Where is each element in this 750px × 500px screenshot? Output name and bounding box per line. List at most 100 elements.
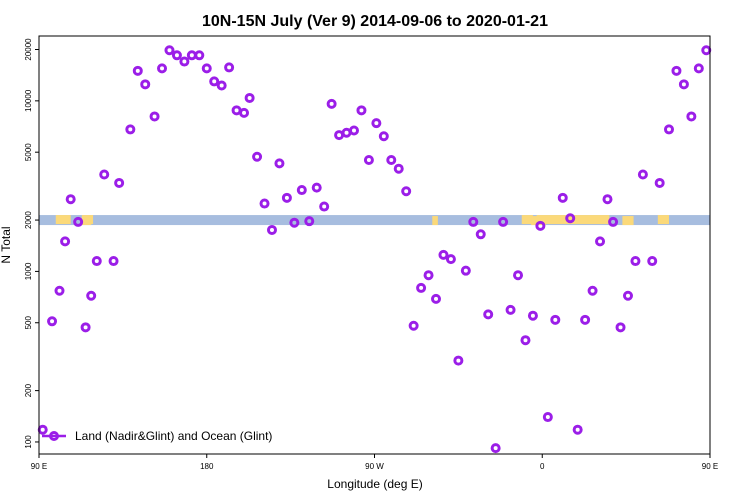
y-tick-label: 20000 [24,38,33,61]
data-point [408,320,419,331]
data-point [304,216,315,227]
data-point [179,56,190,67]
y-tick-label: 10000 [24,89,33,112]
data-point [445,254,456,265]
data-point [274,158,285,169]
data-point [647,256,658,267]
data-point [490,443,501,454]
x-tick-label: 90 E [702,462,718,471]
y-tick-label: 1000 [24,262,33,280]
land-patch [55,215,71,225]
data-point [216,80,227,91]
chart-title: 10N-15N July (Ver 9) 2014-09-06 to 2020-… [202,13,548,30]
data-point [527,310,538,321]
ocean-band [39,215,710,226]
data-point [693,63,704,74]
data-point [73,216,84,227]
data-point [231,105,242,116]
data-point [334,130,345,141]
data-point [341,127,352,138]
data-point [701,45,712,56]
x-tick-label: 0 [540,462,545,471]
land-patch [657,215,669,225]
data-point [663,124,674,135]
y-tick-label: 5000 [24,143,33,161]
data-point [348,125,359,136]
data-point [194,50,205,61]
data-point [615,322,626,333]
data-point [171,50,182,61]
data-point [201,63,212,74]
land-patch [81,215,94,225]
data-point [580,314,591,325]
data-point [654,177,665,188]
data-point [401,186,412,197]
data-point [608,216,619,227]
data-point [453,355,464,366]
data-point [468,216,479,227]
data-point [99,169,110,180]
data-point [378,131,389,142]
data-point [108,256,119,267]
y-tick-label: 2000 [24,211,33,229]
data-point [266,224,277,235]
data-point [520,335,531,346]
data-point [319,201,330,212]
data-point [622,290,633,301]
data-point [47,316,58,327]
data-point [505,304,516,315]
data-point [140,79,151,90]
data-point [149,111,160,122]
data-point [91,256,102,267]
data-point [311,182,322,193]
data-point [572,424,583,435]
data-point [460,265,471,276]
data-point [678,79,689,90]
data-point [37,424,48,435]
land-patch [622,216,634,226]
data-point [630,256,641,267]
data-point [224,62,235,73]
data-point [125,124,136,135]
data-point [186,50,197,61]
data-point [595,236,606,247]
data-point [393,163,404,174]
data-point [431,293,442,304]
data-point [65,194,76,205]
data-point [157,63,168,74]
legend-label: Land (Nadir&Glint) and Ocean (Glint) [75,429,272,443]
data-point [356,105,367,116]
data-point [423,270,434,281]
x-tick-label: 90 E [31,462,47,471]
y-axis: 100 200 500 1000 2000 5000 10000 20000 [24,38,39,449]
data-point [132,65,143,76]
y-tick-label: 200 [24,383,33,397]
data-point [513,270,524,281]
data-point [498,216,509,227]
data-point [252,151,263,162]
x-axis-label: Longitude (deg E) [327,477,422,491]
data-point [80,322,91,333]
data-point [565,213,576,224]
data-point [637,169,648,180]
data-point [114,177,125,188]
data-point [326,98,337,109]
data-point [164,45,175,56]
data-point [416,282,427,293]
data-point [587,285,598,296]
data-point [371,118,382,129]
data-point [557,192,568,203]
data-point [363,154,374,165]
data-point [686,111,697,122]
x-axis: 90 E 180 90 W 0 90 E [31,454,718,471]
data-point [296,185,307,196]
data-point [386,154,397,165]
y-tick-label: 100 [24,435,33,449]
land-patch [521,215,533,225]
plot-frame [38,35,711,455]
data-point [60,236,71,247]
data-point [483,309,494,320]
y-tick-label: 500 [24,316,33,330]
data-point [550,314,561,325]
